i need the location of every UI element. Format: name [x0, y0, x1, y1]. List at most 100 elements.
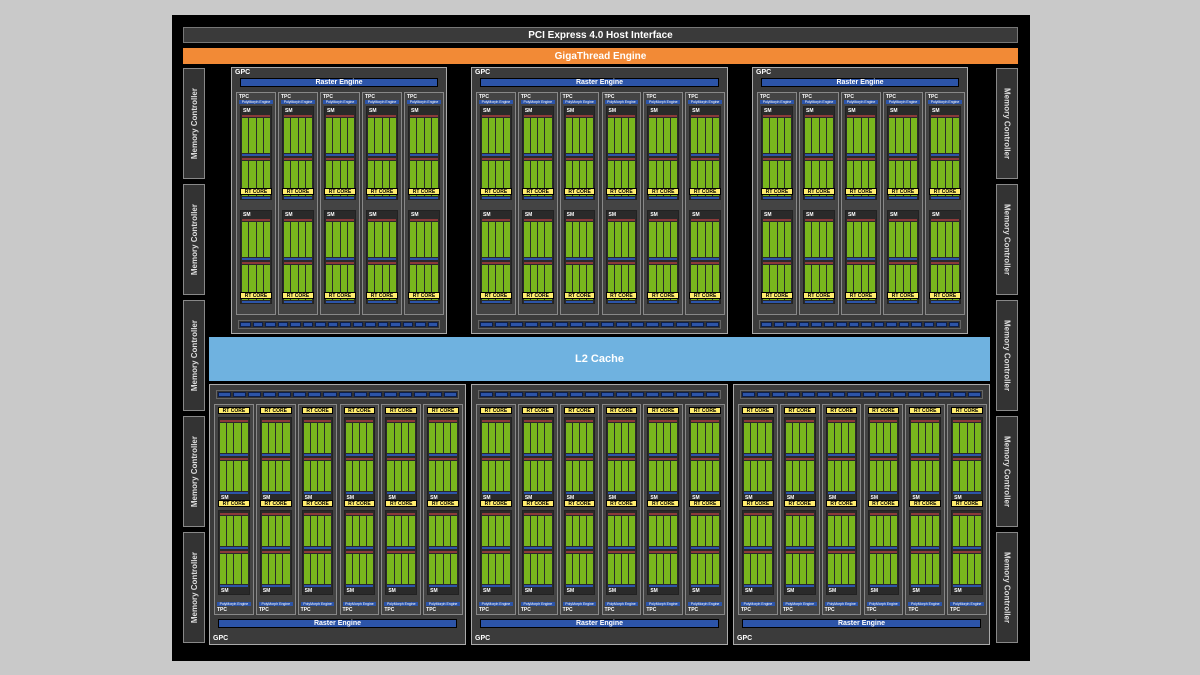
memory-controller-label: Memory Controller	[189, 319, 199, 392]
cuda-core-group	[345, 461, 374, 491]
tpc-label: TPC	[479, 607, 489, 613]
cache-block	[383, 392, 397, 397]
cuda-core-block	[545, 423, 552, 453]
sm-bottom: SM	[742, 510, 774, 595]
register-file	[827, 513, 856, 515]
sm-bottom: SM	[887, 210, 919, 304]
register-file	[607, 551, 636, 553]
register-file	[911, 420, 940, 422]
cuda-core-group	[889, 161, 917, 196]
register-file	[565, 513, 594, 515]
sm-bottom: SM	[867, 510, 900, 595]
tpc-label: TPC	[886, 94, 896, 100]
cuda-core-block	[450, 516, 457, 546]
cuda-core-group	[482, 161, 510, 196]
cuda-core-block	[424, 265, 431, 300]
polymorph-engine: PolyMorph Engine	[688, 100, 722, 104]
rt-core: RT CORE	[521, 292, 554, 299]
cache-block	[836, 322, 847, 327]
cuda-core-block	[249, 161, 256, 196]
register-file	[785, 458, 814, 460]
polymorph-engine: PolyMorph Engine	[520, 602, 555, 606]
cuda-core-group	[220, 423, 248, 453]
sm-bottom: SM	[783, 510, 816, 595]
tpc-label: TPC	[281, 94, 291, 100]
cuda-core-group	[326, 265, 354, 300]
cuda-core-block	[663, 222, 670, 257]
cuda-core-block	[656, 461, 663, 491]
cache-block	[555, 322, 569, 327]
sm-bottom: SM	[366, 210, 398, 304]
cuda-core-block	[572, 222, 580, 257]
register-file	[649, 551, 678, 553]
cuda-core-group	[429, 423, 457, 453]
cache-block	[263, 392, 277, 397]
polymorph-engine: PolyMorph Engine	[323, 100, 357, 104]
cuda-core-block	[649, 161, 656, 196]
cuda-core-block	[587, 118, 594, 153]
cuda-core-block	[318, 461, 325, 491]
cuda-core-block	[545, 516, 552, 546]
pcie-host-interface: PCI Express 4.0 Host Interface	[183, 27, 1018, 43]
register-file	[565, 551, 594, 553]
sm-top: SM	[647, 106, 680, 200]
cuda-core-block	[883, 554, 891, 584]
cuda-core-block	[450, 461, 457, 491]
cuda-core-block	[489, 423, 496, 453]
sm-label: SM	[745, 495, 753, 501]
cuda-core-block	[482, 423, 489, 453]
cuda-core-block	[869, 554, 876, 584]
cuda-core-block	[249, 265, 256, 300]
sm-label: SM	[932, 108, 940, 114]
cuda-core-group	[691, 118, 719, 153]
cuda-core-block	[482, 461, 489, 491]
cuda-core-block	[925, 554, 932, 584]
cuda-core-block	[303, 423, 310, 453]
cuda-core-block	[849, 461, 856, 491]
sm-label: SM	[388, 495, 396, 501]
cuda-core-group	[368, 118, 396, 153]
cuda-core-block	[670, 554, 678, 584]
load-store-units	[368, 154, 396, 156]
cuda-core-block	[523, 461, 531, 491]
cache-block	[660, 322, 674, 327]
sm-top: SM	[867, 417, 900, 502]
tpc-label: TPC	[479, 94, 489, 100]
memory-controller-right-5: Memory Controller	[996, 532, 1018, 643]
cuda-core-block	[891, 516, 898, 546]
cuda-core-group	[284, 161, 312, 196]
load-store-units	[869, 454, 898, 456]
cuda-core-block	[670, 265, 678, 300]
sm-top: SM	[218, 417, 250, 502]
register-file	[889, 158, 917, 160]
cuda-core-group	[482, 554, 510, 584]
load-store-units	[869, 585, 898, 587]
sm-top: SM	[689, 417, 721, 502]
load-store-units	[242, 301, 270, 303]
load-store-units	[744, 492, 772, 494]
cuda-core-block	[649, 461, 656, 491]
cuda-core-group	[523, 118, 552, 153]
load-store-units	[368, 197, 396, 199]
register-file	[649, 219, 678, 221]
cache-block	[811, 322, 822, 327]
cuda-core-group	[607, 516, 636, 546]
cuda-core-block	[827, 423, 834, 453]
register-file	[785, 551, 814, 553]
cuda-core-block	[712, 118, 719, 153]
cache-block	[615, 322, 629, 327]
rt-core: RT CORE	[929, 292, 961, 299]
rt-core: RT CORE	[521, 407, 554, 414]
register-file	[284, 158, 312, 160]
cuda-core-group	[953, 554, 981, 584]
cuda-core-block	[842, 423, 849, 453]
cuda-core-block	[932, 461, 940, 491]
tpc-label: TPC	[365, 94, 375, 100]
register-file	[523, 158, 552, 160]
cuda-core-group	[827, 461, 856, 491]
register-file	[889, 262, 917, 264]
register-file	[691, 420, 719, 422]
cuda-core-block	[276, 516, 283, 546]
cuda-core-group	[523, 554, 552, 584]
rt-core: RT CORE	[825, 407, 858, 414]
